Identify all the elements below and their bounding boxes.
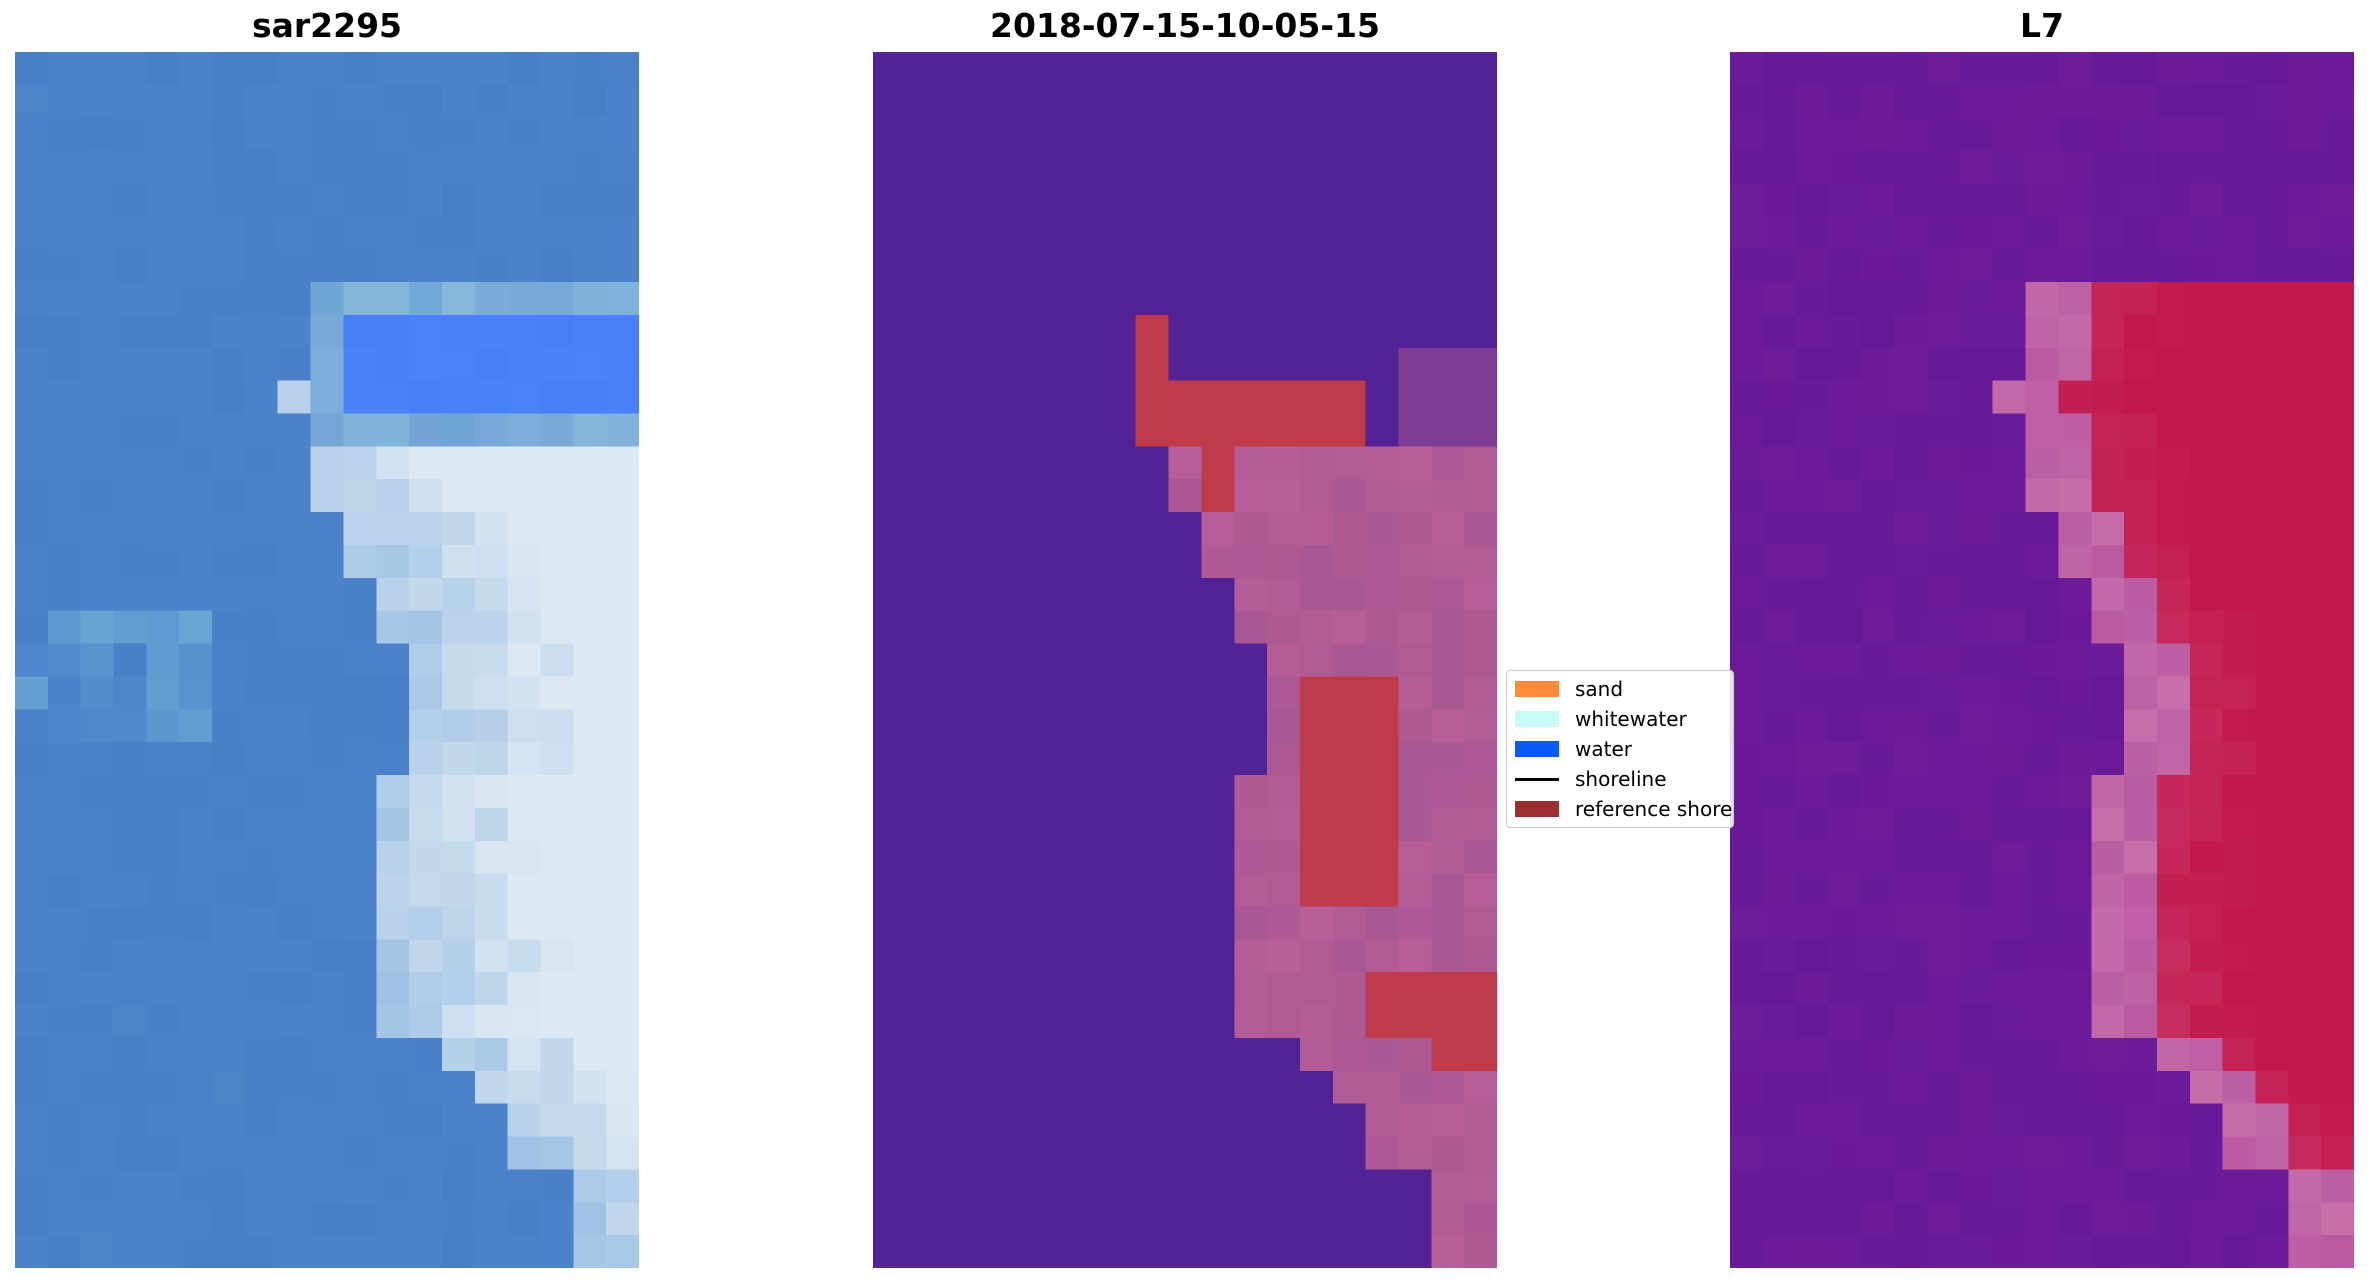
legend: sand whitewater water shoreline referenc…: [1506, 670, 1734, 828]
panel-title-rgb: sar2295: [251, 6, 403, 45]
classification-image: [873, 52, 1497, 1268]
legend-item-whitewater: whitewater: [1515, 707, 1687, 731]
legend-label-shoreline: shoreline: [1575, 767, 1667, 791]
legend-line-shoreline: [1515, 777, 1559, 781]
legend-swatch-sand: [1515, 681, 1559, 697]
legend-label-sand: sand: [1575, 677, 1624, 701]
panel-title-classification: 2018-07-15-10-05-15: [990, 6, 1380, 45]
classification-image-panel: [873, 52, 1497, 1268]
index-image-panel: [1730, 52, 2354, 1268]
index-image: [1730, 52, 2354, 1268]
legend-swatch-whitewater: [1515, 711, 1559, 727]
rgb-image-panel: [15, 52, 639, 1268]
panel-title-index: L7: [2020, 6, 2064, 45]
legend-label-whitewater: whitewater: [1575, 707, 1687, 731]
legend-item-sand: sand: [1515, 677, 1623, 701]
legend-item-reference-shore: reference shore: [1515, 797, 1732, 821]
legend-item-water: water: [1515, 737, 1632, 761]
rgb-image: [15, 52, 639, 1268]
legend-label-reference-shore: reference shore: [1575, 797, 1733, 821]
legend-label-water: water: [1575, 737, 1632, 761]
legend-swatch-water: [1515, 741, 1559, 757]
legend-item-shoreline: shoreline: [1515, 767, 1667, 791]
legend-swatch-reference-shore: [1515, 801, 1559, 817]
